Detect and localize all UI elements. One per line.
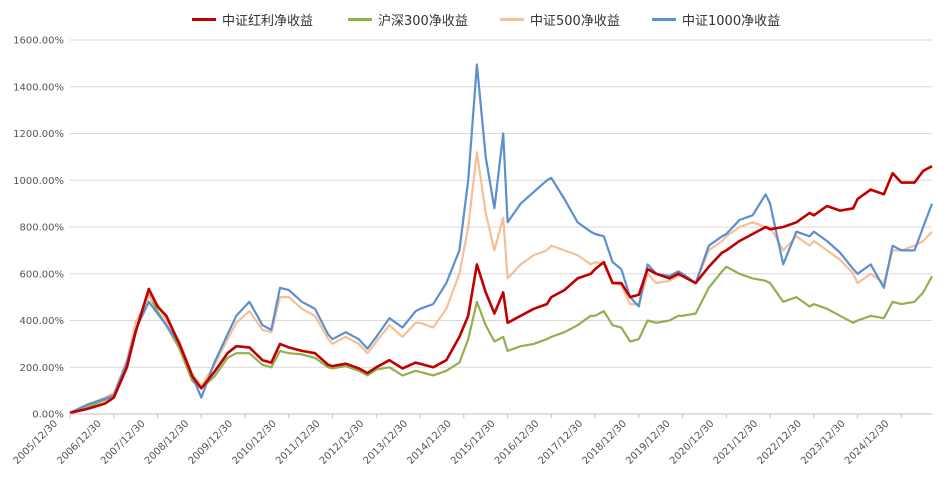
x-tick-label: 2012/12/30 <box>318 418 367 467</box>
legend-label-csi-dividend: 中证红利净收益 <box>222 14 314 29</box>
legend-label-csi1000: 中证1000净收益 <box>682 14 781 29</box>
y-axis-ticks: 0.00% 200.00% 400.00% 600.00% 800.00% 1000.00… <box>13 36 64 421</box>
x-tick-label: 2007/12/30 <box>99 418 148 467</box>
legend-label-hs300: 沪深300净收益 <box>378 14 468 29</box>
x-tick-label: 2021/12/30 <box>712 418 761 467</box>
y-tick-label: 0.00% <box>32 410 64 421</box>
series-line-csi500 <box>69 151 933 414</box>
x-tick-label: 2023/12/30 <box>799 418 848 467</box>
y-tick-label: 1200.00% <box>13 129 64 140</box>
x-tick-label: 2011/12/30 <box>274 418 323 467</box>
y-tick-label: 800.00% <box>20 223 65 234</box>
legend-swatch-csi-dividend <box>192 18 216 21</box>
x-tick-label: 2009/12/30 <box>187 418 236 467</box>
y-tick-label: 600.00% <box>20 269 65 280</box>
x-tick-label: 2010/12/30 <box>230 418 279 467</box>
x-tick-label: 2016/12/30 <box>493 418 542 467</box>
legend-label-csi500: 中证500净收益 <box>530 14 620 29</box>
x-tick-label: 2018/12/30 <box>580 418 629 467</box>
series-line-hs300 <box>69 265 933 414</box>
x-tick-label: 2013/12/30 <box>362 418 411 467</box>
x-tick-label: 2017/12/30 <box>537 418 586 467</box>
legend-item-hs300: 沪深300净收益 <box>348 10 468 29</box>
y-tick-label: 1600.00% <box>13 36 64 47</box>
gridlines <box>70 39 932 368</box>
series-line-csi-dividend <box>69 165 933 415</box>
legend-swatch-csi500 <box>500 18 524 21</box>
legend-item-csi-dividend: 中证红利净收益 <box>192 10 313 29</box>
x-tick-label: 2015/12/30 <box>449 418 498 467</box>
legend-swatch-hs300 <box>348 18 372 21</box>
y-tick-label: 1400.00% <box>13 82 64 93</box>
x-tick-label: 2008/12/30 <box>143 418 192 467</box>
x-axis-ticks: 2005/12/302006/12/302007/12/302008/12/30… <box>12 414 902 467</box>
y-tick-label: 200.00% <box>20 363 65 374</box>
x-tick-label: 2014/12/30 <box>405 418 454 467</box>
legend-item-csi500: 中证500净收益 <box>500 10 620 29</box>
x-tick-label: 2005/12/30 <box>12 418 61 467</box>
x-tick-label: 2022/12/30 <box>755 418 804 467</box>
legend-swatch-csi1000 <box>652 18 676 21</box>
x-tick-label: 2006/12/30 <box>55 418 104 467</box>
legend: 中证红利净收益 沪深300净收益 中证500净收益 中证1000净收益 <box>0 10 949 30</box>
legend-item-csi1000: 中证1000净收益 <box>652 10 780 29</box>
y-tick-label: 400.00% <box>20 316 65 327</box>
x-tick-label: 2019/12/30 <box>624 418 673 467</box>
series-line-csi1000 <box>69 63 934 414</box>
y-tick-label: 1000.00% <box>13 176 64 187</box>
x-tick-label: 2024/12/30 <box>843 418 892 467</box>
series-lines <box>69 63 934 415</box>
x-tick-label: 2020/12/30 <box>668 418 717 467</box>
